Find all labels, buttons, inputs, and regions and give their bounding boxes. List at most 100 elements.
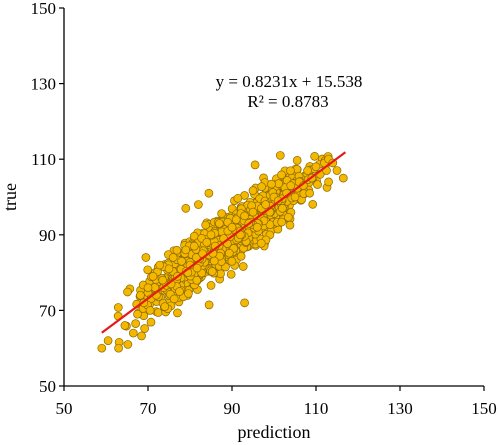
data-point [248, 186, 258, 195]
data-point [114, 343, 123, 353]
data-point [248, 207, 258, 217]
y-tick-label: 70 [39, 301, 56, 320]
data-point [209, 256, 219, 266]
data-point [123, 287, 132, 297]
data-point [189, 241, 199, 251]
data-point [155, 260, 165, 270]
data-point [143, 283, 153, 293]
data-point [275, 151, 285, 160]
axis-ticks: 50 70 90 110 130 150 50 70 90 110 130 150 [31, 0, 497, 418]
data-point [192, 275, 202, 285]
data-point [177, 256, 186, 266]
data-point [332, 166, 342, 175]
regression-equation: y = 0.8231x + 15.538 [216, 72, 363, 91]
data-point [261, 200, 270, 209]
x-tick-label: 110 [304, 399, 329, 418]
data-point [233, 194, 243, 203]
data-point [310, 151, 319, 161]
data-point [240, 298, 249, 308]
data-point [133, 309, 142, 319]
data-point [226, 269, 236, 279]
data-point [201, 220, 211, 230]
x-tick-label: 150 [471, 399, 497, 418]
data-point [175, 287, 184, 296]
regression-line [101, 151, 347, 334]
r-squared-label: R² = 0.8783 [247, 92, 328, 111]
data-point [123, 340, 133, 349]
data-point [311, 162, 321, 172]
data-point [169, 294, 179, 304]
y-tick-label: 110 [31, 150, 56, 169]
data-point [146, 317, 156, 327]
data-point [313, 180, 322, 189]
data-point [181, 203, 191, 213]
data-point [277, 170, 286, 180]
y-axis-title: true [0, 183, 20, 211]
data-point [148, 272, 158, 281]
data-point [131, 319, 140, 328]
data-point [286, 166, 295, 176]
data-point [224, 248, 234, 258]
data-point [338, 173, 348, 183]
data-point [143, 265, 153, 275]
y-tick-label: 90 [39, 226, 56, 245]
data-point [285, 220, 295, 230]
data-point [145, 306, 155, 315]
data-point [136, 290, 145, 300]
data-point [305, 188, 315, 198]
data-point [286, 181, 296, 191]
data-point [284, 212, 293, 222]
data-point [120, 321, 130, 330]
data-point [303, 166, 312, 175]
data-point [267, 179, 276, 189]
data-point [158, 275, 168, 285]
data-point [257, 182, 266, 191]
data-point [290, 192, 300, 202]
data-point [256, 238, 266, 248]
data-point [324, 177, 333, 187]
data-point [308, 199, 318, 209]
y-tick-label: 130 [31, 75, 57, 94]
data-point [206, 230, 216, 240]
data-point [128, 328, 138, 338]
data-point [250, 160, 260, 170]
x-tick-label: 50 [56, 399, 73, 418]
x-tick-label: 70 [140, 399, 157, 418]
data-point [103, 336, 113, 345]
data-point [141, 253, 151, 262]
data-point [217, 209, 226, 218]
data-point [164, 264, 174, 274]
data-point [202, 238, 212, 247]
data-point [238, 262, 248, 271]
data-point [168, 253, 178, 262]
data-point [240, 211, 249, 221]
data-point [215, 219, 224, 228]
data-point [181, 245, 191, 255]
data-point [207, 267, 217, 276]
data-points [97, 151, 348, 353]
data-point [206, 281, 216, 290]
data-point [227, 222, 237, 232]
data-point [278, 203, 287, 213]
x-axis-title: prediction [238, 422, 311, 442]
data-point [140, 324, 149, 333]
data-point [227, 256, 237, 266]
y-tick-label: 150 [31, 0, 57, 18]
data-point [292, 156, 302, 165]
x-tick-label: 90 [224, 399, 241, 418]
data-point [236, 251, 246, 261]
data-point [172, 245, 182, 255]
data-point [274, 179, 283, 188]
data-point [113, 303, 123, 312]
data-point [97, 343, 107, 353]
data-point [160, 302, 170, 311]
data-point [277, 217, 286, 227]
data-point [231, 215, 241, 225]
data-point [184, 289, 193, 298]
data-point [204, 300, 214, 310]
x-tick-label: 130 [387, 399, 413, 418]
y-tick-label: 50 [39, 377, 56, 396]
data-point [252, 222, 262, 232]
data-point [194, 200, 203, 209]
